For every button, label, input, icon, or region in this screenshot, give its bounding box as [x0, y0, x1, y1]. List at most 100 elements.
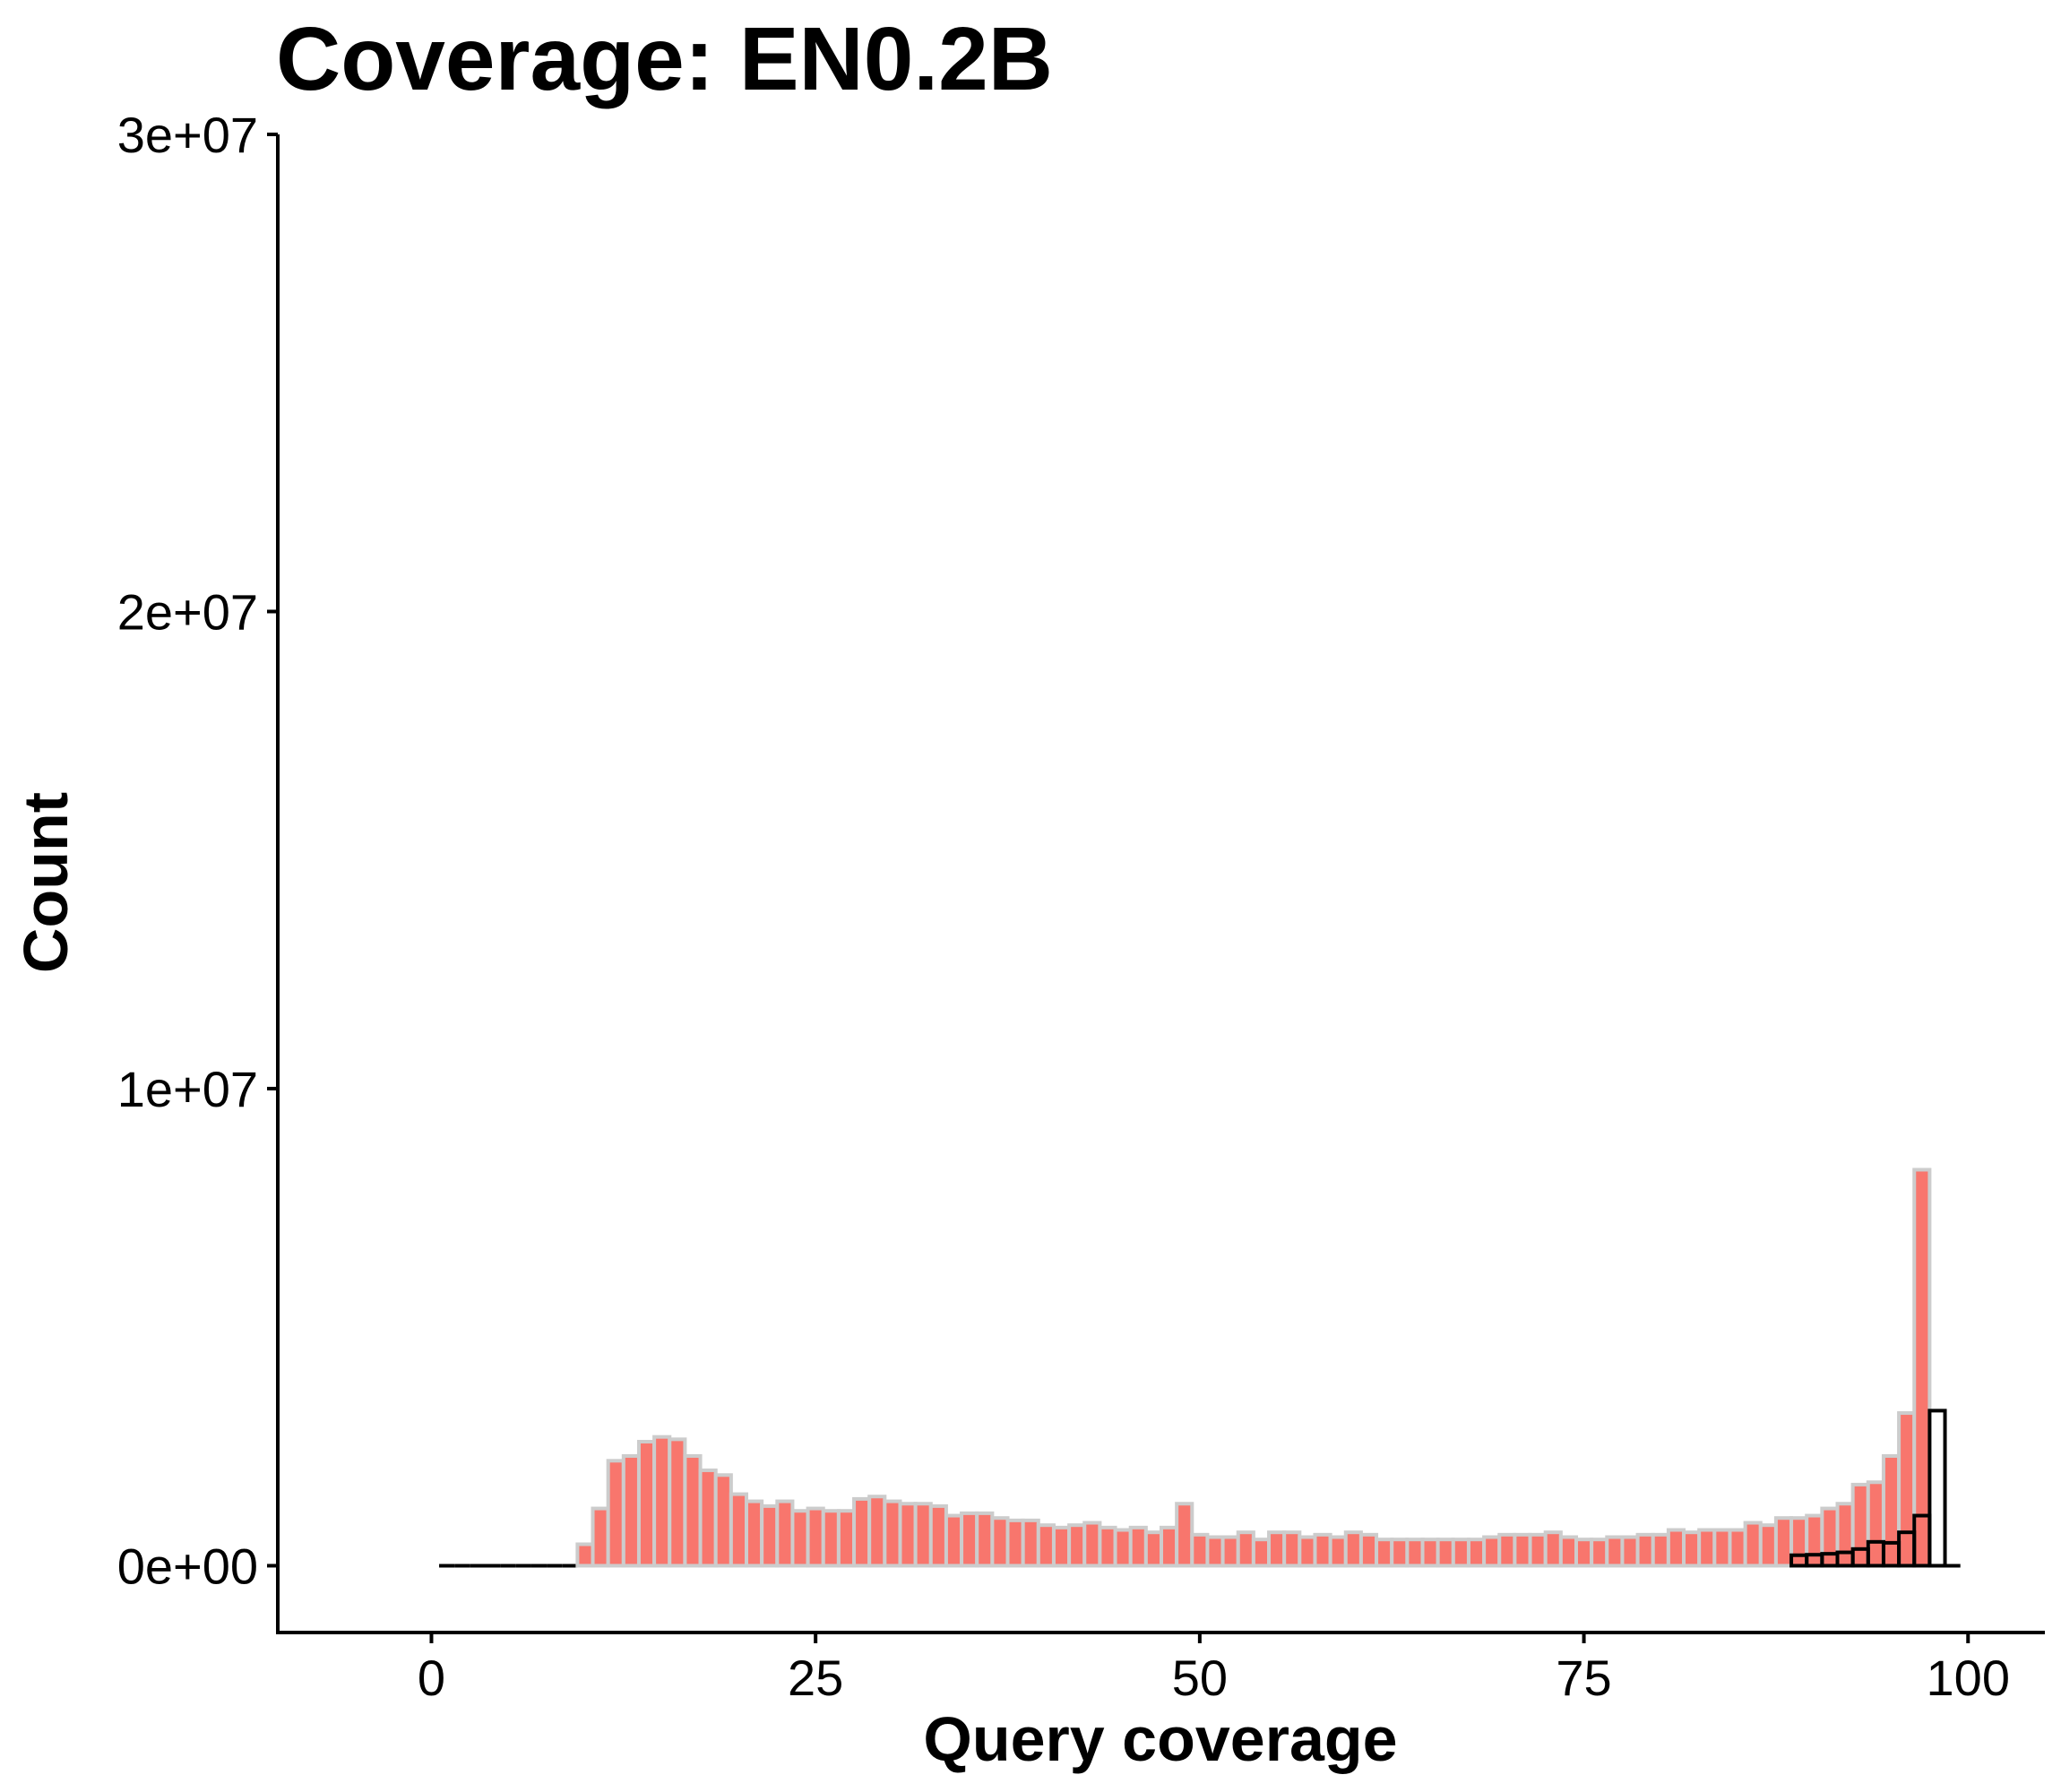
histogram-bar	[1205, 1535, 1225, 1568]
histogram-bar	[683, 1453, 703, 1568]
histogram-bar	[1298, 1535, 1317, 1568]
histogram-bar	[1143, 1530, 1163, 1568]
histogram-bar	[1236, 1530, 1255, 1568]
histogram-bar	[821, 1509, 841, 1568]
histogram-bar	[1620, 1535, 1640, 1568]
histogram-bar	[1160, 1525, 1179, 1568]
histogram-bar	[1743, 1521, 1763, 1568]
histogram-bar	[944, 1513, 964, 1568]
y-axis-title: Count	[11, 792, 81, 973]
x-tick-label: 25	[788, 1650, 843, 1706]
x-axis-ticks: 0 25 50 75 100	[418, 1633, 2010, 1706]
histogram-bar	[1590, 1538, 1609, 1568]
histogram-bar	[1282, 1530, 1302, 1568]
histogram-bar	[1251, 1538, 1272, 1568]
histogram-bar	[1220, 1535, 1240, 1568]
histogram-bar	[591, 1506, 610, 1568]
histogram-bar	[960, 1511, 979, 1568]
histogram-bar	[867, 1495, 887, 1568]
histogram-bar	[1051, 1525, 1072, 1568]
histogram-bar	[1666, 1528, 1686, 1568]
histogram-bar	[1390, 1538, 1410, 1568]
histogram-bar	[575, 1542, 595, 1568]
x-tick-label: 75	[1556, 1650, 1611, 1706]
histogram-bar	[1328, 1535, 1348, 1568]
histogram-bar	[1881, 1453, 1901, 1568]
histogram-bar	[1651, 1532, 1670, 1568]
histogram-bar	[745, 1499, 764, 1568]
histogram-bar	[1358, 1532, 1379, 1568]
histogram-bar	[1850, 1482, 1870, 1568]
histogram-bar	[775, 1499, 795, 1568]
histogram-bar	[1712, 1528, 1732, 1568]
histogram-bar	[975, 1511, 995, 1568]
x-tick-label: 0	[418, 1650, 445, 1706]
histogram-bar	[1866, 1480, 1885, 1568]
overlay-bar	[1927, 1409, 1947, 1568]
x-tick-label: 100	[1927, 1650, 2010, 1706]
y-tick-label: 3e+07	[117, 107, 258, 163]
histogram-bar	[1697, 1528, 1717, 1568]
histogram-bar	[1343, 1530, 1363, 1568]
histogram-bar	[852, 1496, 872, 1568]
histogram-bar	[1635, 1532, 1655, 1568]
histogram-bar	[1912, 1167, 1932, 1568]
histogram-bar	[1897, 1411, 1917, 1568]
histogram-bar	[1605, 1535, 1625, 1568]
histogram-bar	[1082, 1521, 1102, 1568]
histogram-bar	[898, 1502, 918, 1568]
histogram-bar	[1773, 1516, 1794, 1568]
histogram-bar	[698, 1468, 718, 1568]
histogram-bar	[990, 1516, 1010, 1568]
histogram-bar	[636, 1440, 657, 1568]
histogram-bar	[729, 1492, 749, 1568]
histogram-bar	[760, 1503, 780, 1568]
histogram-bar	[1805, 1513, 1824, 1568]
y-tick-label: 1e+07	[117, 1061, 258, 1117]
histogram-bar	[606, 1459, 625, 1568]
histogram-bar	[1789, 1516, 1809, 1568]
histogram-bar	[913, 1502, 933, 1568]
histogram-bar	[1528, 1532, 1548, 1568]
histogram-bar	[1113, 1528, 1133, 1568]
histogram-bar	[1497, 1532, 1517, 1568]
histogram-bar	[1820, 1506, 1840, 1568]
histogram-bar	[652, 1434, 672, 1568]
histogram-bar	[1420, 1538, 1440, 1568]
histogram-bar	[1128, 1525, 1148, 1568]
histogram-bar	[1543, 1530, 1563, 1568]
histogram-bar	[668, 1437, 687, 1568]
histogram-bar	[1835, 1502, 1855, 1568]
histogram-bar	[836, 1509, 857, 1568]
histogram-bar	[1436, 1538, 1455, 1568]
histogram-bar	[1466, 1538, 1487, 1568]
histogram-bar	[1098, 1525, 1117, 1568]
histogram-bar	[1513, 1532, 1532, 1568]
histogram-bar	[1758, 1523, 1778, 1568]
histogram-bar	[1036, 1523, 1056, 1568]
histogram-bars-main	[439, 1167, 1961, 1568]
histogram-bar	[790, 1509, 810, 1568]
histogram-bar	[1405, 1538, 1425, 1568]
histogram-bar	[1558, 1535, 1578, 1568]
histogram-bar	[1682, 1530, 1702, 1568]
histogram-bar	[1067, 1523, 1087, 1568]
histogram-bar	[1005, 1518, 1025, 1568]
histogram-bar	[621, 1453, 641, 1568]
chart-title: Coverage: EN0.2B	[276, 9, 1053, 109]
histogram-bar	[1021, 1518, 1040, 1568]
histogram-bar	[1482, 1535, 1502, 1568]
histogram-bar	[1451, 1538, 1470, 1568]
y-axis-ticks: 0e+00 1e+07 2e+07 3e+07	[117, 107, 278, 1594]
histogram-bar	[1175, 1502, 1194, 1568]
histogram-bar	[1190, 1532, 1210, 1568]
histogram-bar	[1728, 1528, 1747, 1568]
y-tick-label: 0e+00	[117, 1538, 258, 1594]
histogram-bar	[1267, 1530, 1287, 1568]
histogram-bar	[928, 1503, 948, 1568]
histogram-bar	[1574, 1538, 1594, 1568]
histogram-bar	[713, 1473, 733, 1568]
y-tick-label: 2e+07	[117, 583, 258, 640]
histogram-bars-overlay	[1789, 1409, 1947, 1568]
